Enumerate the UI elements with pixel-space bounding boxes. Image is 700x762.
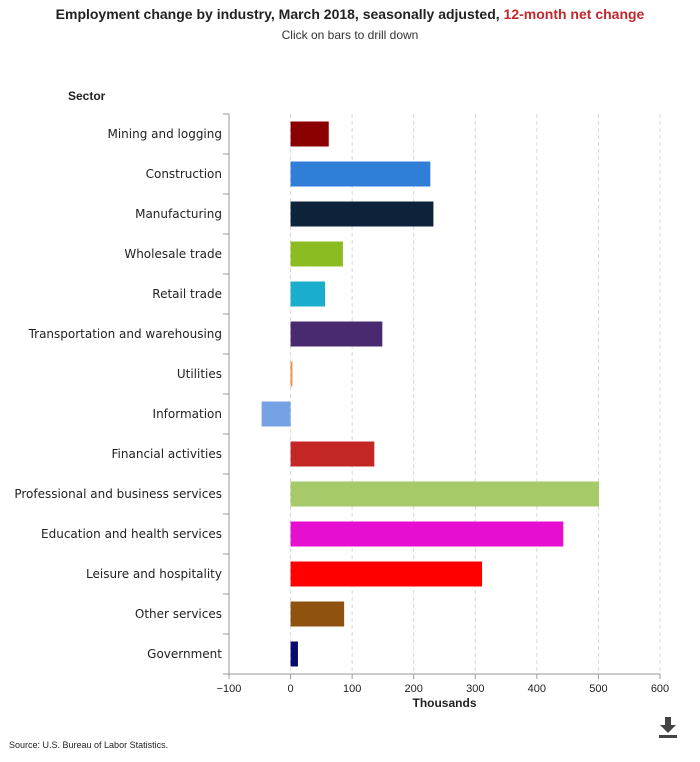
source-note: Source: U.S. Bureau of Labor Statistics.	[9, 740, 169, 750]
x-tick-label: 600	[651, 683, 669, 695]
category-label: Leisure and hospitality	[86, 567, 222, 581]
category-label: Retail trade	[152, 287, 222, 301]
chart-title-main: Employment change by industry, March 201…	[55, 6, 504, 22]
chart-title: Employment change by industry, March 201…	[0, 6, 700, 22]
bar[interactable]	[290, 281, 326, 307]
bar[interactable]	[290, 241, 343, 267]
category-label: Construction	[146, 167, 222, 181]
chart-subtitle: Click on bars to drill down	[281, 28, 419, 42]
category-axis-title: Sector	[68, 89, 106, 103]
x-tick-label: 400	[528, 683, 546, 695]
x-tick-label: 300	[466, 683, 484, 695]
bar[interactable]	[290, 441, 375, 467]
x-tick-label: 200	[405, 683, 423, 695]
x-tick-label: 0	[288, 683, 294, 695]
category-label: Manufacturing	[135, 207, 222, 221]
category-label: Mining and logging	[107, 127, 222, 141]
category-label: Utilities	[177, 367, 222, 381]
bar[interactable]	[290, 561, 483, 587]
bar[interactable]	[290, 641, 298, 667]
bar[interactable]	[290, 121, 329, 147]
category-label: Financial activities	[112, 447, 222, 461]
category-label: Government	[147, 647, 222, 661]
category-label: Information	[153, 407, 222, 421]
category-label: Education and health services	[41, 527, 222, 541]
chart-title-accent: 12-month net change	[503, 6, 645, 22]
category-label: Wholesale trade	[124, 247, 222, 261]
bar[interactable]	[290, 161, 431, 187]
x-tick-label: 500	[589, 683, 607, 695]
x-axis-title: Thousands	[412, 696, 476, 710]
category-label: Professional and business services	[14, 487, 222, 501]
download-icon[interactable]	[655, 714, 681, 740]
bar[interactable]	[290, 361, 293, 387]
bar[interactable]	[290, 321, 383, 347]
x-tick-label: −100	[217, 683, 242, 695]
bar[interactable]	[290, 201, 434, 227]
category-label: Other services	[135, 607, 222, 621]
bar[interactable]	[290, 521, 564, 547]
category-label: Transportation and warehousing	[28, 327, 222, 341]
bar[interactable]	[290, 481, 600, 507]
bar[interactable]	[290, 601, 345, 627]
x-tick-label: 100	[343, 683, 361, 695]
bar[interactable]	[261, 401, 291, 427]
